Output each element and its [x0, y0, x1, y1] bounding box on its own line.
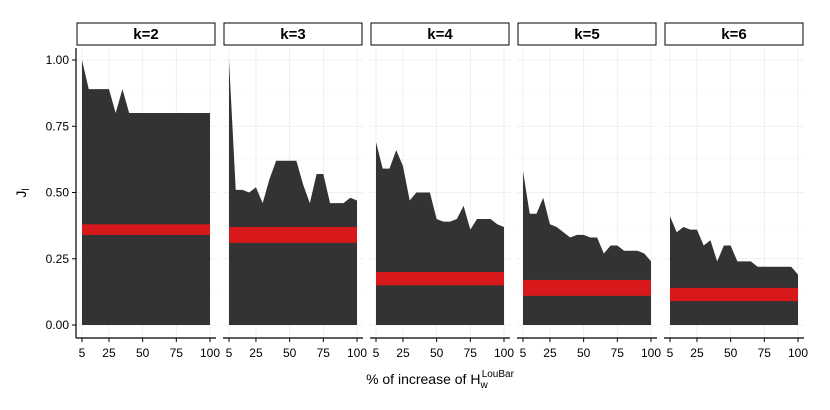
x-tick-label: 25 — [543, 346, 557, 360]
y-tick-label: 0.75 — [46, 119, 70, 133]
y-tick-label: 0.50 — [46, 186, 70, 200]
strip-label: k=3 — [280, 26, 305, 43]
red-band — [229, 226, 357, 243]
x-tick-label: 75 — [464, 346, 478, 360]
x-tick-label: 5 — [667, 346, 674, 360]
x-axis-title: % of increase of HwLouBar — [366, 369, 515, 391]
x-tick-label: 50 — [724, 346, 738, 360]
panel-k=6: k=6 5 25 50 75 100 — [664, 22, 808, 360]
x-tick-label: 5 — [373, 346, 380, 360]
x-tick-label: 5 — [79, 346, 86, 360]
area-series — [82, 60, 210, 325]
strip-header — [517, 22, 657, 46]
x-axis-title-main: % of increase of H — [366, 371, 480, 387]
y-axis-title: Jl — [13, 188, 32, 197]
x-tick-label: 100 — [494, 346, 514, 360]
x-tick-label: 25 — [690, 346, 704, 360]
x-tick-label: 100 — [641, 346, 661, 360]
y-axis: 0.00 0.25 0.50 0.75 1.00 — [46, 48, 77, 338]
x-tick-label: 75 — [170, 346, 184, 360]
x-axis-title-sup: LouBar — [482, 369, 515, 380]
red-band — [82, 224, 210, 235]
red-band — [376, 272, 504, 286]
strip-header — [664, 22, 804, 46]
y-tick-label: 0.25 — [46, 252, 70, 266]
strip-label: k=6 — [721, 26, 746, 43]
x-tick-label: 5 — [226, 346, 233, 360]
x-tick-label: 25 — [102, 346, 116, 360]
y-tick-label: 0.00 — [46, 318, 70, 332]
panel-k=4: k=4 5 25 50 75 100 — [370, 22, 514, 360]
red-band — [670, 287, 798, 302]
y-axis-title-sub: l — [21, 188, 32, 190]
x-tick-label: 25 — [396, 346, 410, 360]
strip-label: k=4 — [427, 26, 453, 43]
strip-label: k=2 — [133, 26, 158, 43]
x-tick-label: 100 — [788, 346, 808, 360]
x-tick-label: 50 — [430, 346, 444, 360]
x-tick-label: 5 — [520, 346, 527, 360]
panel-k=2: k=2 5 25 50 75 100 — [76, 22, 220, 360]
x-axis-title-sub: w — [479, 380, 488, 391]
panel-k=3: k=3 5 25 50 75 100 — [223, 22, 367, 360]
x-tick-label: 25 — [249, 346, 263, 360]
x-tick-label: 50 — [136, 346, 150, 360]
panel-k=5: k=5 5 25 50 75 100 — [517, 22, 661, 360]
x-tick-label: 100 — [347, 346, 367, 360]
y-tick-label: 1.00 — [46, 53, 70, 67]
x-tick-label: 75 — [758, 346, 772, 360]
strip-header — [370, 22, 510, 46]
y-axis-title-main: J — [13, 191, 29, 198]
red-band — [523, 279, 651, 296]
strip-label: k=5 — [574, 26, 599, 43]
area-series — [229, 60, 357, 325]
x-tick-label: 50 — [283, 346, 297, 360]
x-tick-label: 75 — [317, 346, 331, 360]
x-tick-label: 100 — [200, 346, 220, 360]
strip-header — [76, 22, 216, 46]
strip-header — [223, 22, 363, 46]
x-tick-label: 50 — [577, 346, 591, 360]
x-tick-label: 75 — [611, 346, 625, 360]
